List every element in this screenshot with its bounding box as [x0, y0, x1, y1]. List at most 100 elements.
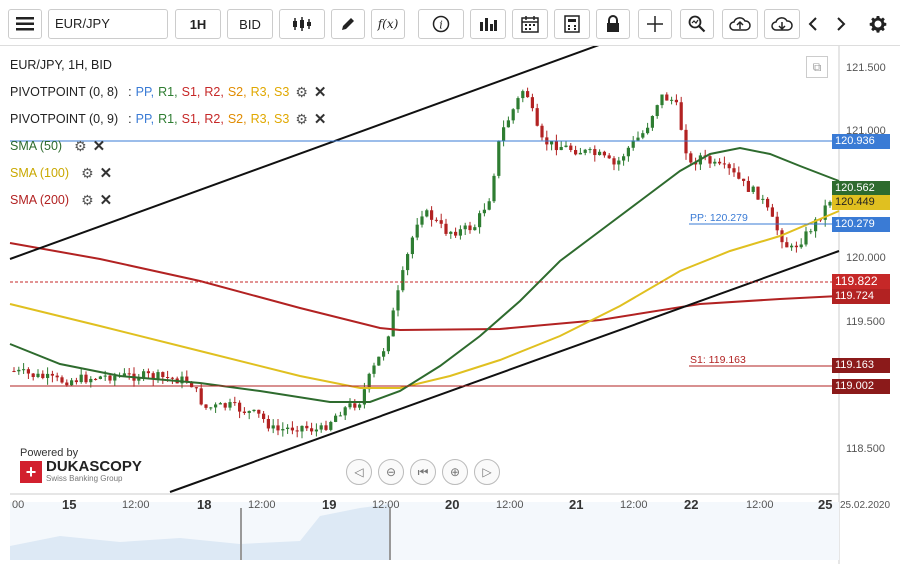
candle-body — [449, 231, 453, 234]
candle-body — [420, 216, 424, 225]
candle-body — [194, 387, 198, 389]
chevron-right-icon[interactable] — [830, 9, 852, 39]
pivot1-r1: R1, — [158, 85, 178, 99]
sma50-close-icon[interactable]: ✕ — [92, 138, 106, 155]
candle-body — [396, 290, 400, 311]
candle-body — [790, 245, 794, 248]
pivot1-s1: S1, — [181, 85, 201, 99]
pivot2-pp: PP, — [135, 112, 155, 126]
candle-body — [761, 198, 765, 200]
pivot2-close-icon[interactable]: ✕ — [313, 111, 327, 128]
pivot1-r3: R3, — [250, 85, 271, 99]
candle-body — [732, 168, 736, 173]
candle-body — [574, 150, 578, 155]
x-tick: 12:00 — [746, 499, 774, 511]
sma50-label[interactable]: SMA (50) — [10, 139, 63, 153]
price-chart[interactable]: PP: 120.279 S1: 119.163 — [0, 46, 900, 564]
candle-body — [348, 403, 352, 408]
function-icon[interactable]: f(x) — [371, 9, 405, 39]
timeframe-button[interactable]: 1H — [175, 9, 221, 39]
x-tick: 00 — [12, 499, 25, 511]
expand-icon[interactable]: ⧉ — [806, 56, 828, 78]
zoom-out-icon[interactable]: ⊖ — [378, 459, 404, 485]
dukascopy-logo[interactable]: + DUKASCOPY Swiss Banking Group — [20, 459, 142, 483]
candle-body — [12, 371, 16, 372]
brand-sub: Swiss Banking Group — [46, 474, 123, 483]
candle-body — [142, 371, 146, 379]
candle-body — [814, 219, 818, 232]
info-icon[interactable]: i — [418, 9, 464, 39]
candle-body — [55, 375, 59, 378]
candle-body — [314, 429, 318, 432]
candle-body — [84, 374, 88, 383]
sma50-gear-icon[interactable]: ⚙ — [74, 138, 87, 154]
candle-body — [583, 149, 587, 153]
scroll-left-icon[interactable]: ◁ — [346, 459, 372, 485]
current-price-tag: 119.822 — [832, 274, 890, 289]
svg-text:i: i — [439, 19, 443, 32]
candle-body — [516, 98, 520, 110]
pencil-icon[interactable] — [331, 9, 365, 39]
sma50-row: SMA (50) ⚙ ✕ — [10, 133, 326, 160]
candle-body — [526, 91, 530, 98]
sma100-close-icon[interactable]: ✕ — [99, 165, 113, 182]
s1-annotation: S1: 119.163 — [690, 354, 746, 366]
pivot1-r2: R2, — [204, 85, 224, 99]
pivot1-row: PIVOTPOINT (0, 8) : PP, R1, S1, R2, S2, … — [10, 79, 326, 106]
candle-body — [127, 373, 131, 375]
candle-body — [108, 375, 112, 381]
candle-body — [65, 382, 69, 386]
calculator-icon[interactable] — [554, 9, 590, 39]
sma200-line — [9, 242, 840, 332]
sma200-gear-icon[interactable]: ⚙ — [81, 192, 94, 208]
candle-body — [809, 231, 813, 233]
sma50-line — [9, 146, 840, 403]
candle-body — [626, 147, 630, 157]
candle-type-icon[interactable] — [279, 9, 325, 39]
hamburger-icon[interactable] — [8, 9, 42, 39]
calendar-icon[interactable] — [512, 9, 548, 39]
crosshair-icon[interactable] — [638, 9, 672, 39]
pivot1-gear-icon[interactable]: ⚙ — [295, 84, 308, 100]
pivot2-gear-icon[interactable]: ⚙ — [295, 111, 308, 127]
chevron-left-icon[interactable] — [802, 9, 824, 39]
reset-icon[interactable]: ⏮ — [410, 459, 436, 485]
candle-body — [79, 374, 83, 383]
symbol-field[interactable]: EUR/JPY — [48, 9, 168, 39]
candle-body — [74, 380, 78, 383]
lock-icon[interactable] — [596, 9, 630, 39]
sma50-price-tag: 120.562 — [832, 181, 890, 196]
candle-body — [113, 375, 117, 381]
zoom-in-icon[interactable]: ⊕ — [442, 459, 468, 485]
candle-body — [665, 94, 669, 101]
x-tick: 12:00 — [372, 499, 400, 511]
volume-bars-icon[interactable] — [470, 9, 506, 39]
gear-icon[interactable] — [864, 9, 892, 39]
cloud-download-icon[interactable] — [764, 9, 800, 39]
sma200-close-icon[interactable]: ✕ — [99, 192, 113, 209]
pivot2-name[interactable]: PIVOTPOINT (0, 9) — [10, 112, 119, 126]
candle-body — [473, 227, 477, 231]
candle-body — [31, 373, 35, 377]
chart-area[interactable]: PP: 120.279 S1: 119.163 — [0, 46, 900, 564]
candle-body — [770, 207, 774, 217]
candle-body — [170, 377, 174, 379]
candle-body — [146, 371, 150, 374]
pivot2-r3: R3, — [250, 112, 271, 126]
sma200-label[interactable]: SMA (200) — [10, 193, 70, 207]
sma100-gear-icon[interactable]: ⚙ — [81, 165, 94, 181]
scroll-right-icon[interactable]: ▷ — [474, 459, 500, 485]
sma100-label[interactable]: SMA (100) — [10, 166, 70, 180]
candle-body — [823, 205, 827, 220]
candle-body — [362, 389, 366, 405]
cloud-upload-icon[interactable] — [722, 9, 758, 39]
pivot1-name[interactable]: PIVOTPOINT (0, 8) — [10, 85, 119, 99]
candle-body — [204, 404, 208, 408]
candle-body — [156, 372, 160, 379]
price-side-button[interactable]: BID — [227, 9, 273, 39]
zoom-icon[interactable] — [680, 9, 714, 39]
pivot2-r2: R2, — [204, 112, 224, 126]
pivot1-sep: : — [128, 85, 132, 99]
pivot1-close-icon[interactable]: ✕ — [313, 84, 327, 101]
candle-body — [785, 242, 789, 248]
